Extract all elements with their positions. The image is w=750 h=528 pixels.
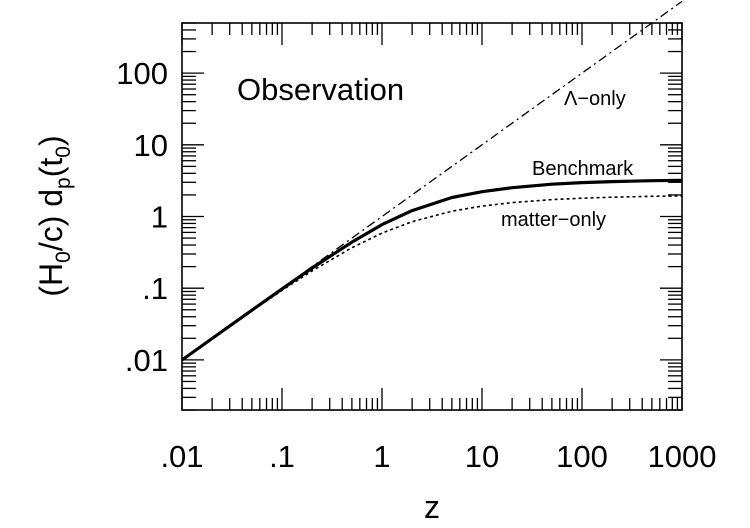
series-lines xyxy=(181,0,683,362)
y-tick-label: 1 xyxy=(151,200,168,235)
y-label-sub: 0 xyxy=(52,146,75,158)
y-tick-label: 10 xyxy=(134,128,168,163)
y-label-part: (H xyxy=(33,263,69,297)
x-tick-label: 1000 xyxy=(648,439,717,474)
series-only-line xyxy=(181,0,683,361)
axis-ticks xyxy=(181,22,683,411)
x-tick-label: 100 xyxy=(556,439,608,474)
y-label-part: (t xyxy=(33,158,69,178)
matter-only-label: matter−only xyxy=(501,209,606,231)
x-tick-label: .1 xyxy=(269,439,295,474)
y-label-part: ) xyxy=(33,135,69,146)
y-label-part: /c) d xyxy=(33,189,69,251)
panel-label: Observation xyxy=(237,72,404,107)
lambda-only-label: Λ−only xyxy=(564,88,626,110)
y-label-sub: 0 xyxy=(52,251,75,263)
y-tick-label: .01 xyxy=(125,343,168,378)
x-tick-label: 10 xyxy=(465,439,499,474)
tick-labels: .01 .1 1 10 100 1000 .01 .1 1 10 100 xyxy=(116,56,716,474)
y-tick-label: 100 xyxy=(116,56,168,91)
x-tick-label: .01 xyxy=(160,439,203,474)
x-tick-label: 1 xyxy=(373,439,390,474)
y-label-sub: p xyxy=(52,177,75,189)
series-benchmark-line xyxy=(181,178,683,362)
y-tick-label: .1 xyxy=(142,271,168,306)
y-axis-label: (H0/c) dp(t0) xyxy=(33,135,75,296)
benchmark-label: Benchmark xyxy=(532,158,634,180)
series-matter-only-line xyxy=(181,195,683,361)
x-axis-label: z xyxy=(424,489,440,525)
